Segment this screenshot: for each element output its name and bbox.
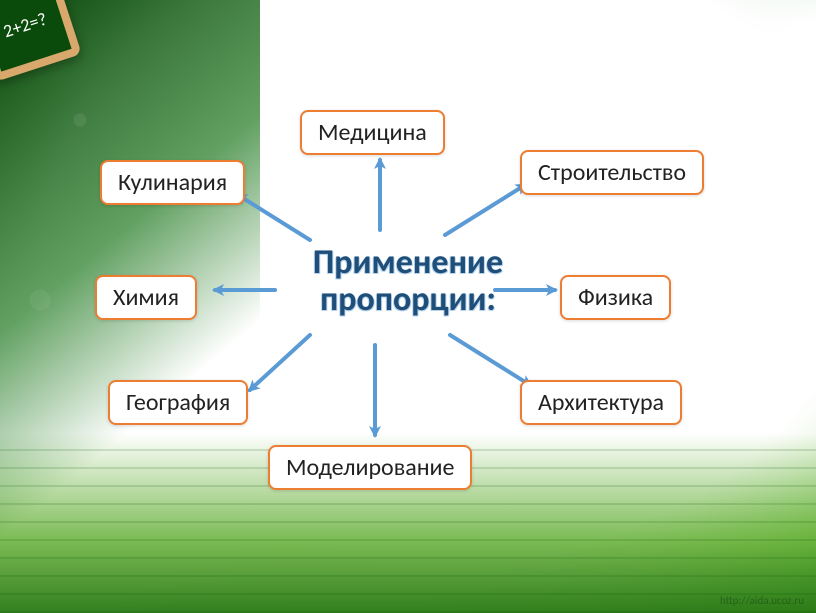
node-medicine: Медицина — [300, 110, 445, 155]
node-physics: Физика — [560, 275, 671, 320]
diagram-stage: Применение пропорции: Медицина Строительс… — [0, 0, 816, 613]
node-label: Архитектура — [538, 388, 664, 417]
arrow-construction — [445, 185, 525, 235]
node-label: Кулинария — [118, 168, 227, 197]
center-title: Применение пропорции: — [313, 244, 503, 319]
node-label: География — [126, 388, 230, 417]
node-label: Строительство — [538, 158, 686, 187]
footer-link: http://aida.ucoz.ru — [720, 594, 804, 607]
node-geography: География — [108, 380, 248, 425]
node-cooking: Кулинария — [100, 160, 245, 205]
arrow-cooking — [238, 195, 310, 240]
node-construction: Строительство — [520, 150, 704, 195]
arrow-geography — [250, 335, 310, 390]
node-chemistry: Химия — [95, 275, 197, 320]
node-label: Химия — [113, 283, 179, 312]
node-modeling: Моделирование — [268, 445, 472, 490]
node-architecture: Архитектура — [520, 380, 682, 425]
node-label: Моделирование — [286, 453, 454, 482]
node-label: Медицина — [318, 118, 427, 147]
center-title-line2: пропорции: — [313, 281, 503, 318]
node-label: Физика — [578, 283, 653, 312]
arrow-architecture — [450, 335, 530, 385]
center-title-line1: Применение — [313, 244, 503, 281]
